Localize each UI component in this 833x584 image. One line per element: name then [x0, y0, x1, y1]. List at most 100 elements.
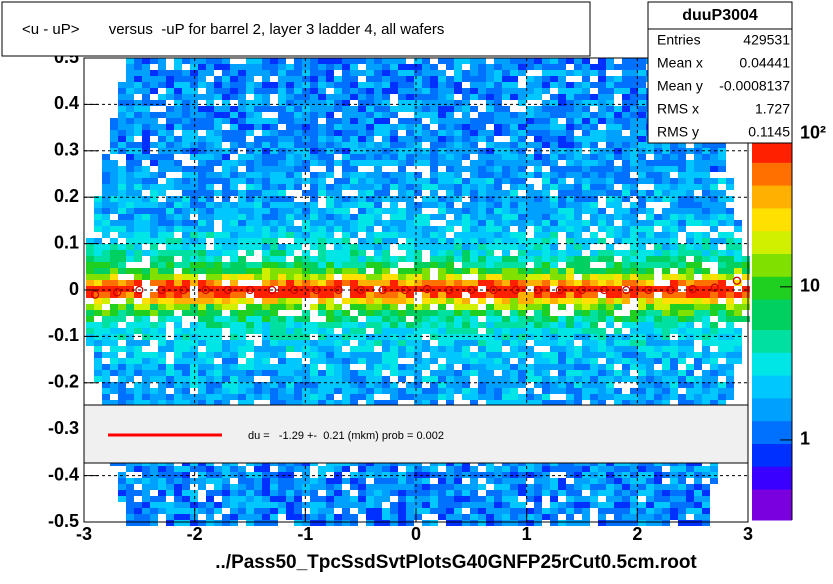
- heatmap-cell: [510, 472, 518, 478]
- heatmap-cell: [118, 94, 126, 100]
- heatmap-cell: [366, 262, 374, 268]
- heatmap-cell: [638, 70, 646, 76]
- heatmap-cell: [374, 334, 382, 340]
- heatmap-cell: [222, 196, 230, 202]
- heatmap-cell: [534, 280, 542, 286]
- heatmap-cell: [486, 520, 494, 526]
- heatmap-cell: [382, 160, 390, 166]
- heatmap-cell: [166, 250, 174, 256]
- heatmap-cell: [126, 118, 134, 124]
- heatmap-cell: [374, 58, 382, 64]
- heatmap-cell: [254, 508, 262, 514]
- heatmap-cell: [134, 250, 142, 256]
- heatmap-cell: [654, 478, 662, 484]
- heatmap-cell: [470, 94, 478, 100]
- heatmap-cell: [550, 124, 558, 130]
- heatmap-cell: [174, 106, 182, 112]
- heatmap-cell: [294, 334, 302, 340]
- heatmap-cell: [582, 472, 590, 478]
- heatmap-cell: [134, 184, 142, 190]
- heatmap-cell: [358, 172, 366, 178]
- heatmap-cell: [558, 286, 566, 292]
- heatmap-cell: [582, 514, 590, 520]
- heatmap-cell: [614, 142, 622, 148]
- heatmap-cell: [230, 280, 238, 286]
- heatmap-cell: [230, 358, 238, 364]
- heatmap-cell: [622, 142, 630, 148]
- heatmap-cell: [158, 376, 166, 382]
- heatmap-cell: [206, 340, 214, 346]
- heatmap-cell: [438, 262, 446, 268]
- heatmap-cell: [510, 196, 518, 202]
- heatmap-cell: [550, 232, 558, 238]
- heatmap-cell: [510, 286, 518, 292]
- heatmap-cell: [166, 382, 174, 388]
- heatmap-cell: [638, 166, 646, 172]
- heatmap-cell: [350, 358, 358, 364]
- heatmap-cell: [334, 256, 342, 262]
- heatmap-cell: [222, 262, 230, 268]
- heatmap-cell: [174, 124, 182, 130]
- heatmap-cell: [142, 388, 150, 394]
- heatmap-cell: [134, 244, 142, 250]
- heatmap-cell: [342, 142, 350, 148]
- heatmap-cell: [150, 76, 158, 82]
- heatmap-cell: [174, 226, 182, 232]
- heatmap-cell: [526, 106, 534, 112]
- heatmap-cell: [558, 274, 566, 280]
- heatmap-cell: [214, 118, 222, 124]
- heatmap-cell: [462, 70, 470, 76]
- heatmap-cell: [134, 124, 142, 130]
- heatmap-cell: [398, 352, 406, 358]
- heatmap-cell: [598, 514, 606, 520]
- heatmap-cell: [622, 70, 630, 76]
- heatmap-cell: [598, 484, 606, 490]
- heatmap-cell: [526, 208, 534, 214]
- heatmap-cell: [294, 244, 302, 250]
- heatmap-cell: [566, 256, 574, 262]
- heatmap-cell: [430, 262, 438, 268]
- heatmap-cell: [334, 244, 342, 250]
- heatmap-cell: [134, 388, 142, 394]
- heatmap-cell: [622, 352, 630, 358]
- heatmap-cell: [366, 514, 374, 520]
- heatmap-cell: [126, 58, 134, 64]
- heatmap-cell: [270, 370, 278, 376]
- heatmap-cell: [366, 76, 374, 82]
- heatmap-cell: [102, 328, 110, 334]
- heatmap-cell: [550, 70, 558, 76]
- heatmap-cell: [534, 88, 542, 94]
- heatmap-cell: [414, 274, 422, 280]
- heatmap-cell: [518, 130, 526, 136]
- heatmap-cell: [662, 172, 670, 178]
- heatmap-cell: [126, 172, 134, 178]
- heatmap-cell: [214, 58, 222, 64]
- heatmap-cell: [350, 484, 358, 490]
- heatmap-cell: [598, 466, 606, 472]
- heatmap-cell: [350, 322, 358, 328]
- heatmap-cell: [342, 184, 350, 190]
- heatmap-cell: [518, 310, 526, 316]
- heatmap-cell: [662, 298, 670, 304]
- heatmap-cell: [158, 202, 166, 208]
- heatmap-cell: [246, 70, 254, 76]
- heatmap-cell: [566, 346, 574, 352]
- heatmap-cell: [342, 358, 350, 364]
- heatmap-cell: [446, 364, 454, 370]
- heatmap-cell: [262, 262, 270, 268]
- heatmap-cell: [398, 178, 406, 184]
- heatmap-cell: [334, 208, 342, 214]
- heatmap-cell: [518, 514, 526, 520]
- heatmap-cell: [614, 82, 622, 88]
- heatmap-cell: [382, 340, 390, 346]
- heatmap-cell: [166, 202, 174, 208]
- heatmap-cell: [446, 328, 454, 334]
- heatmap-cell: [534, 502, 542, 508]
- heatmap-cell: [558, 100, 566, 106]
- heatmap-cell: [318, 496, 326, 502]
- heatmap-cell: [438, 226, 446, 232]
- heatmap-cell: [102, 274, 110, 280]
- heatmap-cell: [126, 388, 134, 394]
- heatmap-cell: [134, 196, 142, 202]
- heatmap-cell: [318, 292, 326, 298]
